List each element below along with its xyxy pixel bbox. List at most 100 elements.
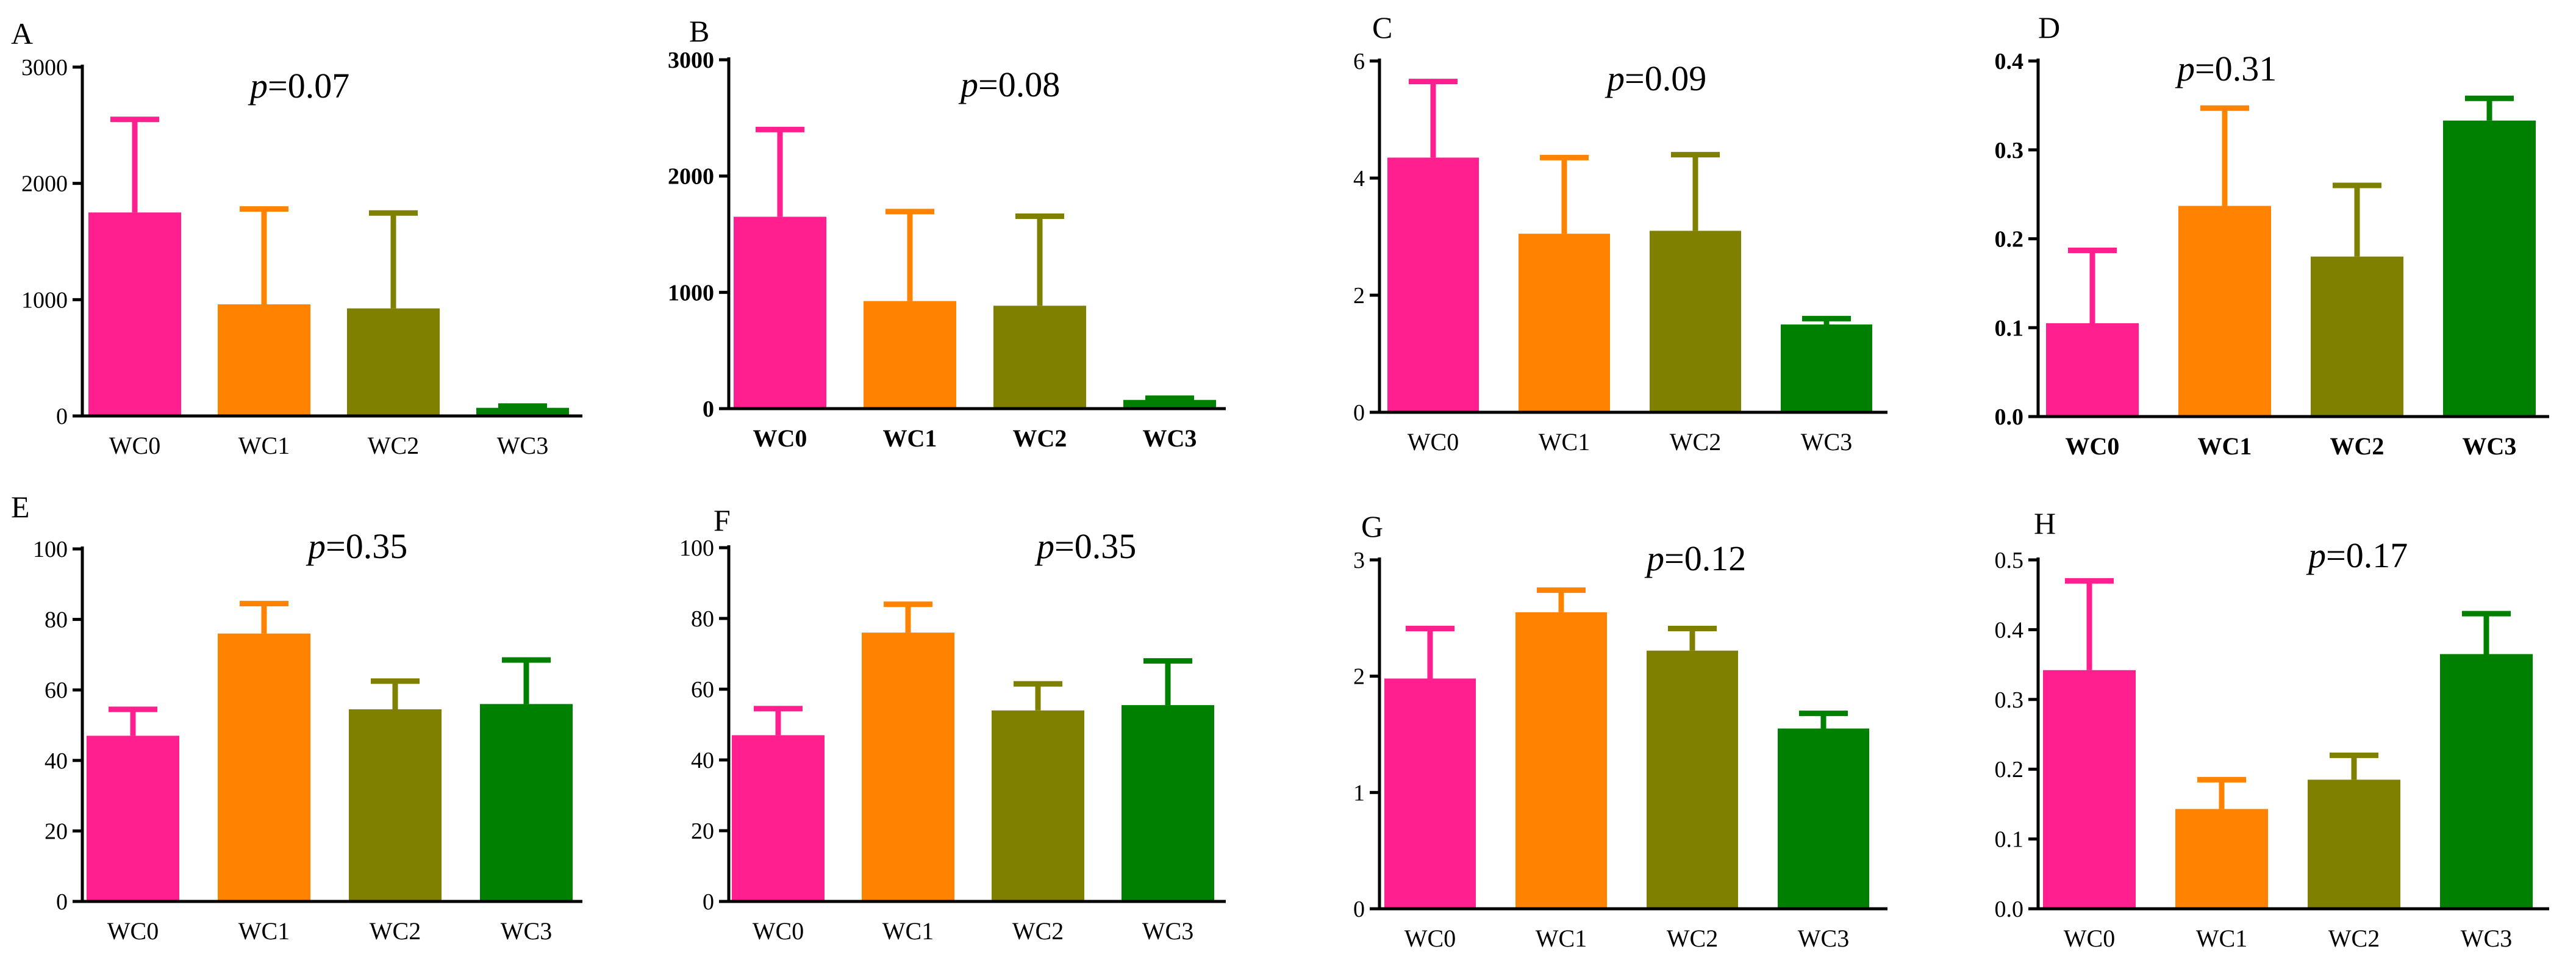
x-tick-label-D-wc2: WC2 [2330,432,2385,460]
bar-D-wc0 [2046,323,2139,417]
bar-G-wc0 [1384,678,1476,909]
bar-D-wc2 [2311,256,2403,417]
x-tick-label-H-wc0: WC0 [2064,925,2115,952]
bar-B-wc1 [864,301,956,409]
y-tick-label-E-2: 40 [45,748,68,774]
panel-letter-D: D [2038,10,2060,45]
x-tick-label-C-wc3: WC3 [1801,428,1852,456]
x-tick-label-C-wc1: WC1 [1539,428,1590,456]
x-tick-label-F-wc0: WC0 [753,917,804,945]
bar-B-wc2 [993,306,1086,409]
y-tick-label-C-1: 2 [1353,283,1365,309]
bar-C-wc2 [1650,231,1741,412]
y-tick-label-H-3: 0.3 [1995,687,2024,713]
x-tick-label-G-wc0: WC0 [1404,925,1456,952]
x-tick-label-C-wc2: WC2 [1670,428,1721,456]
panel-letter-B: B [689,14,709,48]
bar-F-wc2 [992,710,1084,901]
bar-F-wc0 [732,735,825,901]
y-tick-label-C-3: 6 [1353,49,1365,74]
bar-G-wc1 [1515,612,1607,909]
y-tick-label-B-3: 3000 [668,48,714,73]
x-tick-label-A-wc2: WC2 [368,432,419,459]
x-tick-label-H-wc3: WC3 [2461,925,2512,952]
y-tick-label-H-5: 0.5 [1995,548,2024,573]
x-tick-label-B-wc2: WC2 [1013,424,1067,452]
y-tick-label-H-2: 0.2 [1995,757,2024,783]
bar-B-wc3 [1123,399,1216,409]
y-tick-label-D-3: 0.3 [1995,138,2024,163]
y-tick-label-A-3: 3000 [21,55,68,81]
bar-G-wc3 [1778,728,1869,909]
y-tick-label-E-3: 60 [45,678,68,703]
x-tick-label-G-wc1: WC1 [1536,925,1587,952]
panel-letter-F: F [714,503,731,537]
x-tick-label-E-wc2: WC2 [370,917,421,945]
bar-D-wc3 [2443,120,2536,417]
bar-B-wc0 [734,217,826,409]
bar-E-wc3 [480,704,573,901]
p-value-G: p=0.12 [1644,539,1746,578]
p-value-H: p=0.17 [2306,536,2408,575]
bar-A-wc3 [476,407,569,416]
y-tick-label-C-0: 0 [1353,400,1365,426]
panel-letter-E: E [11,490,30,524]
x-tick-label-D-wc1: WC1 [2198,432,2252,460]
y-tick-label-H-1: 0.1 [1995,827,2024,853]
y-tick-label-E-0: 0 [56,889,68,915]
x-tick-label-B-wc1: WC1 [883,424,937,452]
x-tick-label-G-wc3: WC3 [1798,925,1849,952]
bar-F-wc3 [1122,705,1214,901]
x-tick-label-B-wc3: WC3 [1143,424,1197,452]
x-tick-label-F-wc1: WC1 [882,917,934,945]
p-value-F: p=0.35 [1034,526,1136,566]
y-tick-label-D-2: 0.2 [1995,227,2024,253]
y-tick-label-G-1: 1 [1353,780,1365,806]
y-tick-label-E-1: 20 [45,819,68,844]
y-tick-label-E-5: 100 [33,537,68,562]
panel-D: WC0 WC1 WC2 WC3 0.0 0.1 0.2 0.3 0.4 Dp=0.31 [1995,10,2549,460]
panel-letter-A: A [11,16,33,51]
p-value-B: p=0.08 [958,65,1060,104]
y-tick-label-F-0: 0 [703,889,714,915]
panel-letter-C: C [1372,10,1392,45]
p-value-D: p=0.31 [2175,49,2277,88]
y-tick-label-G-2: 2 [1353,664,1365,690]
y-tick-label-A-1: 1000 [21,287,68,313]
x-tick-label-H-wc2: WC2 [2328,925,2380,952]
y-tick-label-G-0: 0 [1353,897,1365,922]
bar-A-wc2 [347,308,440,416]
p-value-C: p=0.09 [1605,59,1706,98]
bar-D-wc1 [2178,206,2271,417]
panel-letter-H: H [2034,506,2056,540]
bar-H-wc2 [2308,779,2400,909]
y-tick-label-F-3: 60 [691,677,714,703]
y-tick-label-D-0: 0.0 [1995,404,2024,430]
x-tick-label-A-wc1: WC1 [238,432,290,459]
bar-E-wc2 [349,709,442,901]
x-tick-label-A-wc3: WC3 [497,432,548,459]
y-tick-label-F-2: 40 [691,748,714,773]
y-tick-label-F-5: 100 [679,536,714,561]
panel-letter-G: G [1361,509,1383,543]
panel-C: WC0 WC1 WC2 WC3 0 2 4 6Cp=0.09 [1353,10,1887,456]
bar-H-wc0 [2043,670,2136,909]
x-tick-label-A-wc0: WC0 [109,432,160,459]
x-tick-label-D-wc0: WC0 [2066,432,2120,460]
y-tick-label-E-4: 80 [45,607,68,633]
y-tick-label-D-4: 0.4 [1995,49,2024,74]
x-tick-label-F-wc3: WC3 [1142,917,1193,945]
x-tick-label-D-wc3: WC3 [2463,432,2517,460]
x-tick-label-E-wc1: WC1 [238,917,290,945]
bar-H-wc1 [2175,809,2268,909]
y-tick-label-D-1: 0.1 [1995,315,2024,341]
x-tick-label-E-wc3: WC3 [501,917,552,945]
y-tick-label-G-3: 3 [1353,548,1365,573]
x-tick-label-E-wc0: WC0 [107,917,159,945]
bar-E-wc1 [218,633,310,901]
y-tick-label-A-0: 0 [56,404,68,429]
